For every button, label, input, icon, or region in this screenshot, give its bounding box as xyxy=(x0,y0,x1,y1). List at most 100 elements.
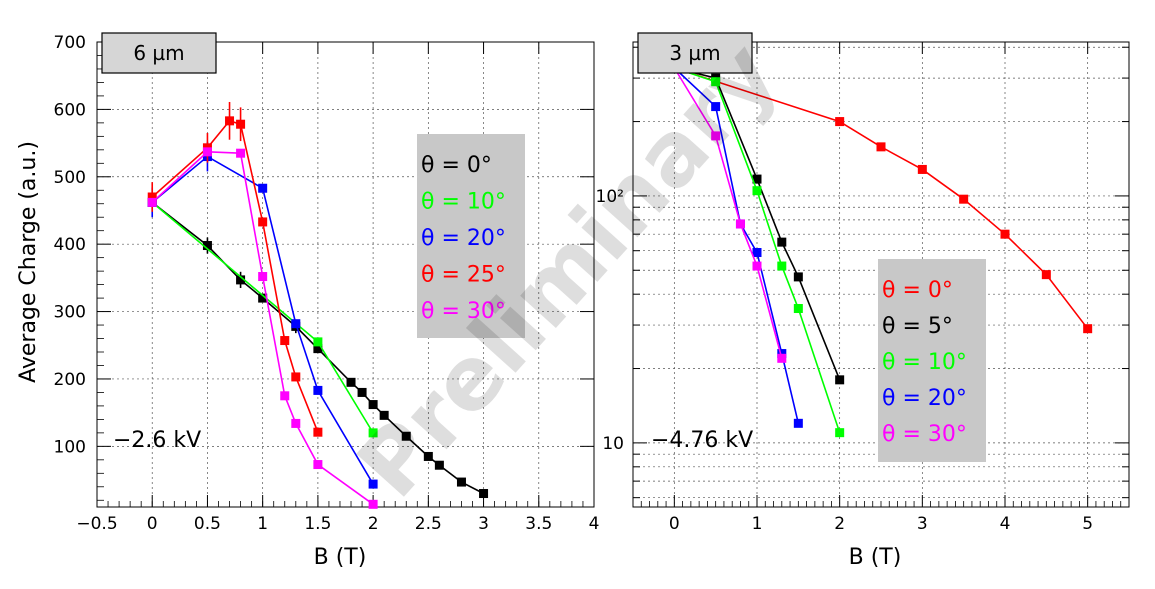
right-series xyxy=(669,63,1093,438)
left-x-tick-label: 1 xyxy=(257,514,268,534)
left-ticks: −0.5 0 0.5 1 1.5 2 2.5 3 3.5 4 100 200 300 400 500 600 7… xyxy=(54,33,600,534)
series-line xyxy=(151,151,374,505)
data-point xyxy=(291,319,301,329)
data-point xyxy=(368,479,378,489)
data-point xyxy=(456,477,466,487)
data-point xyxy=(313,460,323,470)
left-y-tick-label: 200 xyxy=(54,370,86,390)
right-x-tick-label: 2 xyxy=(834,514,845,534)
right-tag-box xyxy=(637,32,753,74)
data-point xyxy=(236,275,246,285)
right-legend-entry: θ = 0° xyxy=(882,278,953,303)
left-y-tick-label: 500 xyxy=(54,168,86,188)
data-point xyxy=(368,499,378,509)
data-point xyxy=(147,192,157,202)
left-x-tick-label: 4 xyxy=(589,514,600,534)
right-tag: 3 µm xyxy=(669,41,720,65)
left-series-30 xyxy=(147,147,378,509)
data-point xyxy=(258,272,268,282)
data-point xyxy=(711,102,721,112)
series-line xyxy=(673,67,800,424)
left-x-tick-label: 2.5 xyxy=(415,514,442,534)
right-legend-box xyxy=(878,259,986,462)
left-plot-frame xyxy=(96,41,595,508)
data-point xyxy=(379,410,389,420)
series-line xyxy=(151,155,374,485)
data-point xyxy=(793,272,803,282)
left-legend-entry: θ = 20° xyxy=(421,226,506,251)
left-tag: 6 µm xyxy=(133,41,184,65)
data-point xyxy=(258,183,268,193)
left-y-tick-label: 100 xyxy=(54,437,86,457)
right-legend-entry: θ = 20° xyxy=(882,386,967,411)
right-legend-entry: θ = 5° xyxy=(882,314,953,339)
data-point xyxy=(225,116,235,126)
data-point xyxy=(917,164,927,174)
right-x-axis-label: B (T) xyxy=(849,545,902,570)
left-y-tick-label: 400 xyxy=(54,235,86,255)
right-x-tick-label: 1 xyxy=(752,514,763,534)
left-legend-entry: θ = 30° xyxy=(421,299,506,324)
left-legend: θ = 0° θ = 10° θ = 20° θ = 25° θ = 30° xyxy=(421,153,506,324)
right-legend: θ = 0° θ = 5° θ = 10° θ = 20° θ = 30° xyxy=(882,278,967,447)
data-point xyxy=(1083,324,1093,334)
data-point xyxy=(777,349,787,359)
data-point xyxy=(401,431,411,441)
data-point xyxy=(147,197,157,207)
data-point xyxy=(202,147,212,157)
right-legend-entry: θ = 30° xyxy=(882,422,967,447)
data-point xyxy=(423,451,433,461)
left-x-axis-label: B (T) xyxy=(314,545,367,570)
right-ticks: 0 1 2 3 4 5 10 10² xyxy=(596,42,1130,534)
data-point xyxy=(291,418,301,428)
right-y-tick-label: 10 xyxy=(602,434,624,454)
left-panel: −0.5 0 0.5 1 1.5 2 2.5 3 3.5 4 100 200 300 400 500 600 7… xyxy=(16,32,600,570)
data-point xyxy=(752,261,762,271)
data-point xyxy=(752,248,762,258)
right-y-tick-label: 10² xyxy=(596,187,624,207)
right-x-tick-label: 5 xyxy=(1082,514,1093,534)
left-legend-box xyxy=(417,134,525,338)
left-x-tick-label: 1.5 xyxy=(304,514,331,534)
left-x-tick-label: 0 xyxy=(147,514,158,534)
data-point xyxy=(236,119,246,129)
left-y-tick-label: 600 xyxy=(54,100,86,120)
data-point xyxy=(777,237,787,247)
data-point xyxy=(876,142,886,152)
left-x-tick-label: 2 xyxy=(368,514,379,534)
data-point xyxy=(711,77,721,87)
data-point xyxy=(752,174,762,184)
series-line xyxy=(674,67,1089,330)
left-x-tick-label: −0.5 xyxy=(76,514,117,534)
data-point xyxy=(236,148,246,158)
data-point xyxy=(368,428,378,438)
right-legend-entry: θ = 10° xyxy=(882,350,967,375)
left-annotation: −2.6 kV xyxy=(113,428,201,453)
left-tag-box xyxy=(101,32,217,74)
data-point xyxy=(313,337,323,347)
left-y-tick-label: 700 xyxy=(54,33,86,53)
left-legend-entry: θ = 10° xyxy=(421,190,506,215)
left-y-axis-label: Average Charge (a.u.) xyxy=(16,141,41,383)
data-point xyxy=(313,344,323,354)
data-point xyxy=(835,117,845,127)
left-y-tick-label: 300 xyxy=(54,303,86,323)
left-legend-entry: θ = 25° xyxy=(421,263,506,288)
data-point xyxy=(357,387,367,397)
left-series xyxy=(147,101,489,509)
data-point xyxy=(711,131,721,141)
data-point xyxy=(777,353,787,363)
right-annotation: −4.76 kV xyxy=(651,428,753,453)
data-point xyxy=(313,427,323,437)
data-point xyxy=(959,194,969,204)
data-point xyxy=(280,336,290,346)
data-point xyxy=(346,377,356,387)
data-point xyxy=(835,375,845,385)
data-point xyxy=(1000,229,1010,239)
right-x-tick-label: 4 xyxy=(1000,514,1011,534)
data-point xyxy=(835,428,845,438)
data-point xyxy=(1041,270,1051,280)
left-legend-entry: θ = 0° xyxy=(421,153,492,178)
